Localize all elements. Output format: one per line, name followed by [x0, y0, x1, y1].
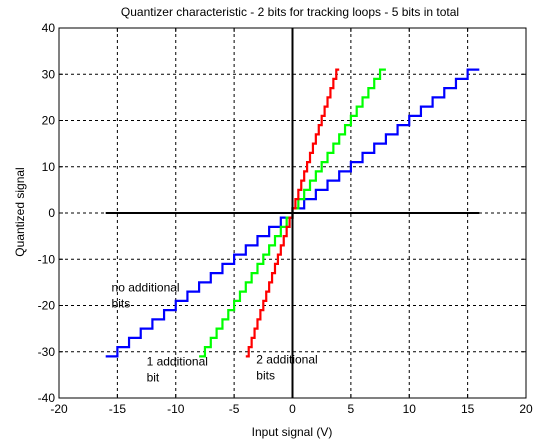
x-tick-label: -5: [229, 402, 240, 416]
y-tick-label: 0: [48, 206, 55, 220]
y-axis-label: Quantized signal: [13, 167, 27, 256]
annotations: no additional bits 1 additional bit 2 additi…: [112, 281, 318, 385]
zero-axis-lines: [105, 28, 480, 398]
y-tick-label: -10: [38, 252, 56, 266]
chart-title: Quantizer characteristic - 2 bits for tr…: [121, 5, 459, 19]
y-tick-label: 20: [42, 114, 56, 128]
y-tick-label: 40: [42, 21, 56, 35]
y-tick-label: 10: [42, 160, 56, 174]
x-tick-label: -15: [109, 402, 127, 416]
tick-marks: [58, 27, 527, 399]
x-tick-label: 20: [519, 402, 533, 416]
annotation-3: 2 additional bits: [256, 352, 317, 382]
y-tick-label: -30: [38, 345, 56, 359]
y-tick-label: 30: [42, 67, 56, 81]
x-tick-label: 10: [403, 402, 417, 416]
y-tick-label: -20: [38, 299, 56, 313]
x-tick-label: -20: [50, 402, 68, 416]
x-tick-label: 0: [289, 402, 296, 416]
tick-labels: -20 -15 -10 -5 0 5 10 15 20 -40 -30 -20 -10 0 10 20 30 40: [38, 21, 533, 416]
y-tick-label: -40: [38, 391, 56, 405]
x-axis-label: Input signal (V): [252, 425, 333, 439]
x-tick-label: 15: [461, 402, 475, 416]
x-tick-label: 5: [348, 402, 355, 416]
x-tick-label: -10: [167, 402, 185, 416]
annotation-1: no additional bits: [112, 281, 180, 311]
annotation-2: 1 additional bit: [147, 355, 208, 385]
